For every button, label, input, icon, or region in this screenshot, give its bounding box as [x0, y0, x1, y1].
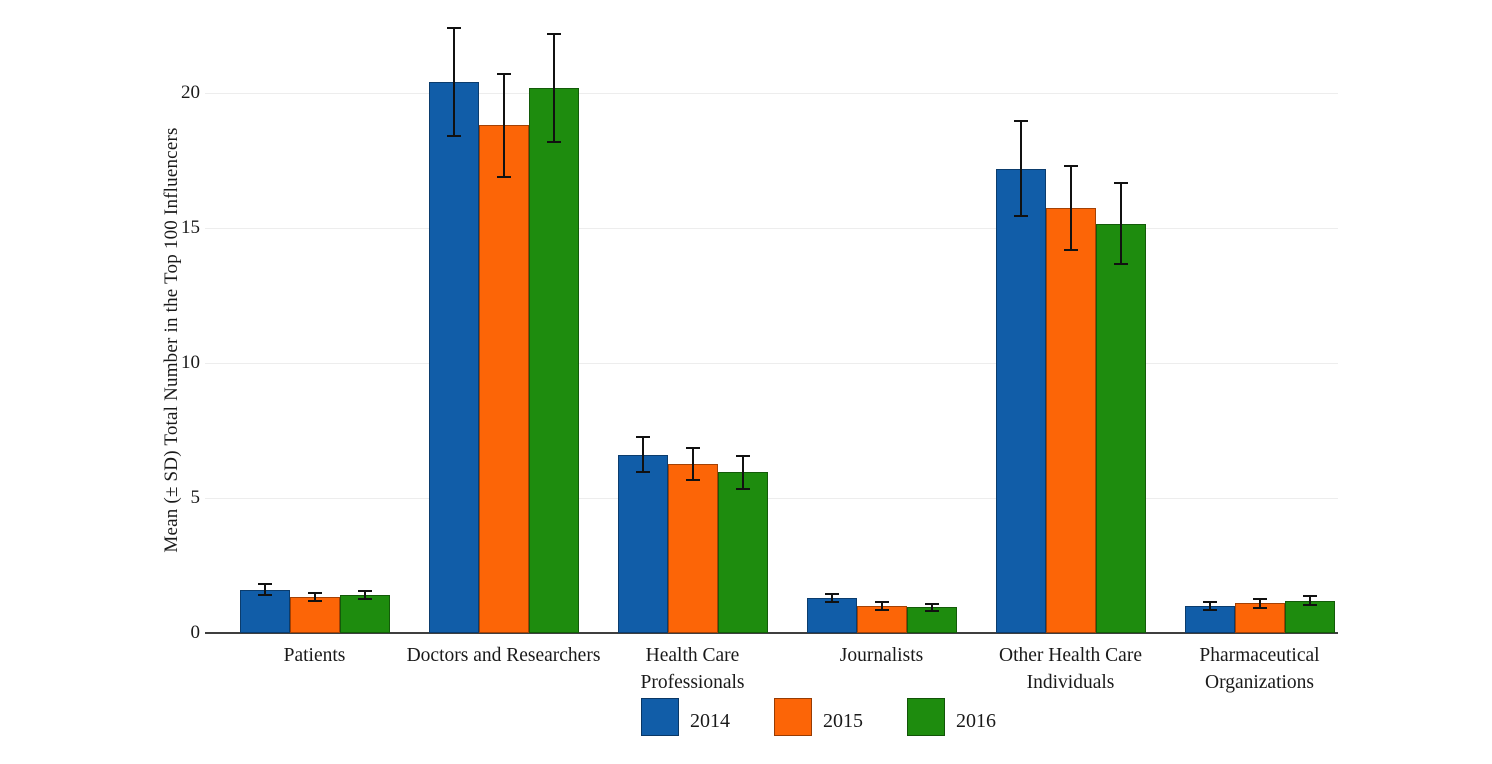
legend-label: 2014: [690, 709, 730, 732]
error-bar-cap-bottom: [446, 135, 461, 138]
legend-item-2016: 2016: [907, 698, 996, 736]
error-bar-line: [1258, 598, 1261, 608]
error-bar-cap-top: [546, 32, 561, 35]
error-bar-line: [1069, 165, 1072, 250]
y-tick-label: 15: [181, 217, 200, 238]
x-category-label: Journalists: [839, 645, 924, 666]
error-bar-line: [741, 456, 744, 489]
x-axis-line: [205, 632, 1338, 634]
error-bar-cap-bottom: [685, 479, 700, 482]
error-bar-line: [1119, 183, 1122, 265]
error-bar-line: [552, 33, 555, 142]
error-bar-line: [691, 448, 694, 481]
bar-2015: [1045, 207, 1096, 633]
error-bar-cap-bottom: [1302, 604, 1317, 607]
error-bar-cap-bottom: [1252, 606, 1267, 609]
error-bar-cap-top: [685, 447, 700, 450]
error-bar-cap-top: [824, 592, 839, 595]
error-bar-cap-top: [1063, 164, 1078, 167]
bar-2014: [995, 168, 1046, 633]
error-bar-line: [930, 604, 933, 611]
legend-item-2014: 2014: [641, 698, 730, 736]
legend-swatch-2014: [641, 698, 679, 736]
error-bar-cap-bottom: [824, 600, 839, 603]
x-category-label: Health Care Professionals: [640, 645, 745, 693]
gridline-10: [205, 363, 1338, 364]
error-bar-cap-top: [1013, 120, 1028, 123]
error-bar-cap-bottom: [1013, 214, 1028, 217]
error-bar-cap-top: [496, 73, 511, 76]
error-bar-line: [363, 591, 366, 600]
bar-2014: [617, 454, 668, 633]
error-bar-cap-top: [1113, 182, 1128, 185]
bar-2015: [289, 596, 340, 633]
legend-item-2015: 2015: [774, 698, 863, 736]
bar-2014: [806, 597, 857, 633]
error-bar-line: [1019, 121, 1022, 216]
x-category-label: Other Health Care Individuals: [999, 645, 1142, 693]
error-bar-cap-bottom: [924, 609, 939, 612]
error-bar-cap-top: [1252, 597, 1267, 600]
gridline-20: [205, 93, 1338, 94]
y-tick-label: 20: [181, 82, 200, 103]
error-bar-line: [452, 28, 455, 137]
bar-2014: [428, 82, 479, 633]
error-bar-cap-bottom: [357, 598, 372, 601]
x-category-label: Patients: [283, 645, 346, 666]
error-bar-cap-top: [1202, 600, 1217, 603]
error-bar-cap-top: [357, 590, 372, 593]
bar-2016: [1095, 223, 1146, 633]
error-bar-cap-top: [446, 27, 461, 30]
gridline-5: [205, 498, 1338, 499]
error-bar-cap-bottom: [546, 140, 561, 143]
error-bar-cap-top: [874, 600, 889, 603]
error-bar-cap-top: [735, 455, 750, 458]
error-bar-line: [830, 593, 833, 602]
error-bar-cap-bottom: [496, 175, 511, 178]
legend-label: 2016: [956, 709, 996, 732]
error-bar-cap-top: [1302, 595, 1317, 597]
error-bar-line: [313, 592, 316, 601]
error-bar-cap-top: [307, 591, 322, 594]
error-bar-cap-bottom: [735, 487, 750, 490]
error-bar-line: [502, 74, 505, 177]
bar-2016: [717, 472, 768, 633]
x-category-label: Pharmaceutical Organizations: [1199, 645, 1320, 693]
error-bar-cap-bottom: [257, 594, 272, 597]
error-bar-line: [1308, 596, 1311, 606]
error-bar-line: [880, 601, 883, 611]
y-tick-label: 5: [190, 487, 201, 508]
y-tick-label: 10: [181, 352, 200, 373]
x-category-label: Doctors and Researchers: [406, 645, 601, 666]
gridline-15: [205, 228, 1338, 229]
legend-swatch-2015: [774, 698, 812, 736]
error-bar-cap-bottom: [1063, 248, 1078, 251]
legend: 2014 2015 2016: [641, 698, 996, 736]
error-bar-line: [1208, 601, 1211, 611]
legend-swatch-2016: [907, 698, 945, 736]
bar-2016: [528, 87, 579, 633]
bar-2015: [667, 464, 718, 633]
legend-label: 2015: [823, 709, 863, 732]
error-bar-cap-bottom: [307, 599, 322, 602]
error-bar-cap-top: [924, 603, 939, 606]
error-bar-cap-bottom: [1202, 609, 1217, 612]
error-bar-cap-top: [257, 583, 272, 586]
error-bar-cap-bottom: [874, 609, 889, 612]
error-bar-line: [641, 437, 644, 473]
y-tick-label: 0: [190, 622, 201, 643]
bar-2015: [478, 125, 529, 633]
error-bar-line: [263, 584, 266, 596]
bar-2014: [239, 589, 290, 633]
error-bar-cap-bottom: [635, 471, 650, 474]
bar-2016: [339, 595, 390, 633]
error-bar-cap-bottom: [1113, 263, 1128, 266]
error-bar-cap-top: [635, 436, 650, 439]
